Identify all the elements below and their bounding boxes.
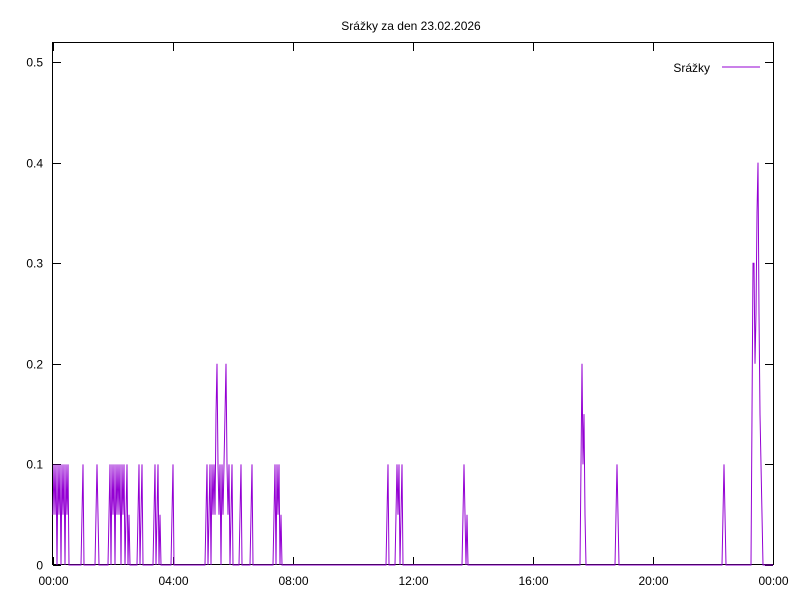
plot-frame	[52, 42, 774, 565]
y-tick-label-5: 0.5	[26, 56, 43, 70]
series-layer	[52, 162, 773, 566]
y-tick-label-0: 0	[36, 559, 43, 573]
chart-title: Srážky za den 23.02.2026	[341, 19, 481, 33]
legend: Srážky	[673, 61, 760, 75]
legend-label-srazky: Srážky	[673, 61, 710, 75]
y-tick-label-1: 0.1	[26, 458, 43, 472]
x-axis: 00:00 04:00 08:00 12:00 16:00 20:00 00:00	[38, 43, 789, 588]
y-axis: 0 0.1 0.2 0.3 0.4 0.5	[26, 56, 773, 573]
x-tick-label-0: 00:00	[38, 574, 68, 588]
x-tick-label-1: 04:00	[158, 574, 188, 588]
series-line-0	[52, 162, 773, 566]
x-tick-label-6: 00:00	[758, 574, 788, 588]
x-tick-label-2: 08:00	[278, 574, 308, 588]
y-tick-label-3: 0.3	[26, 257, 43, 271]
x-tick-label-4: 16:00	[518, 574, 548, 588]
x-tick-label-5: 20:00	[638, 574, 668, 588]
x-tick-label-3: 12:00	[398, 574, 428, 588]
y-tick-label-4: 0.4	[26, 157, 43, 171]
y-tick-label-2: 0.2	[26, 358, 43, 372]
